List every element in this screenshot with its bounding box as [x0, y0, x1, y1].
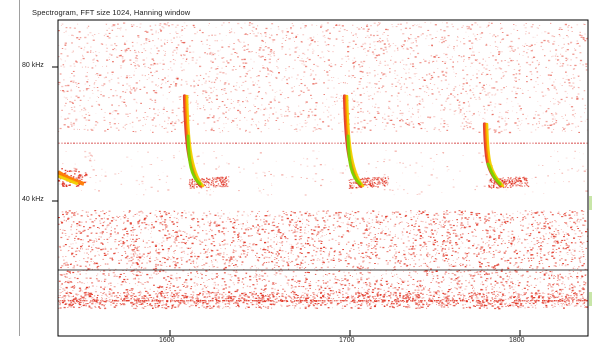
frequency-band-layer — [58, 142, 588, 302]
tick-layer — [52, 66, 521, 336]
left-margin — [0, 0, 20, 348]
y-tick-label-80khz: 80 kHz — [22, 62, 44, 69]
x-tick-label-1800: 1800 — [509, 337, 525, 344]
plot-frame — [57, 19, 589, 337]
outer-frame-line — [19, 0, 20, 336]
x-tick-label-1600: 1600 — [159, 337, 175, 344]
y-tick-label-40khz: 40 kHz — [22, 196, 44, 203]
window-title: Spectrogram, FFT size 1024, Hanning wind… — [32, 8, 191, 17]
x-tick-label-1700: 1700 — [339, 337, 355, 344]
selection-accent-mark — [589, 196, 592, 210]
selection-accent-mark — [589, 292, 592, 306]
call-layer — [58, 94, 530, 189]
